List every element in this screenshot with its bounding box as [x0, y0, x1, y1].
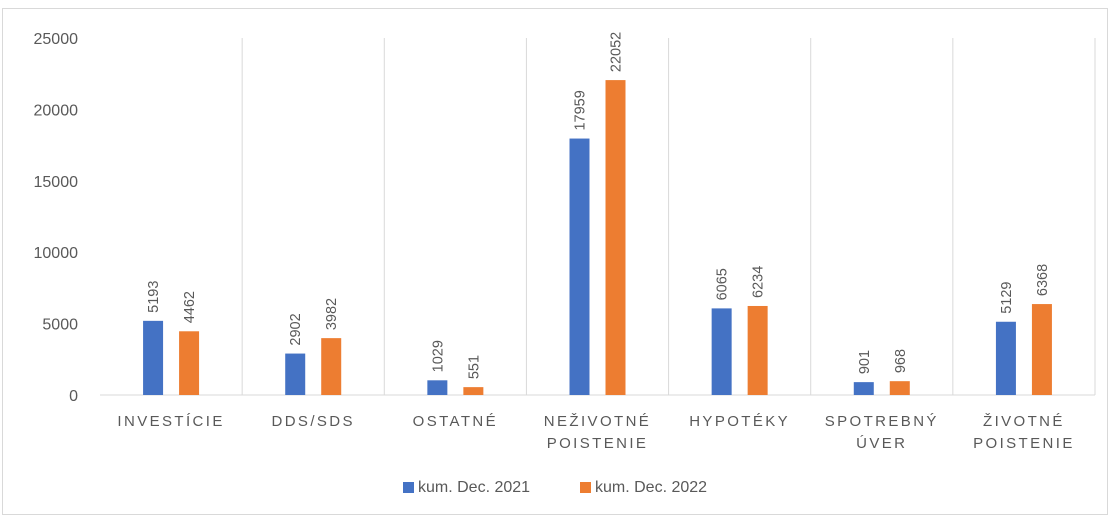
- y-tick-label: 20000: [34, 102, 79, 119]
- category-label: ÚVER: [856, 435, 907, 452]
- category-label: INVESTÍCIE: [117, 413, 224, 430]
- bar: [889, 381, 910, 395]
- bar: [179, 331, 200, 395]
- legend-label: kum. Dec. 2021: [418, 479, 530, 496]
- bar: [605, 80, 626, 395]
- data-label: 6368: [1035, 264, 1051, 296]
- data-label: 901: [857, 350, 873, 374]
- data-label: 22052: [609, 32, 625, 72]
- data-label: 3982: [324, 298, 340, 330]
- bar: [427, 380, 448, 395]
- bar: [853, 382, 874, 395]
- data-label: 2902: [288, 313, 304, 345]
- legend-swatch: [403, 482, 414, 493]
- category-label: POISTENIE: [547, 435, 649, 452]
- data-label: 6234: [751, 266, 767, 298]
- y-tick-label: 10000: [34, 245, 79, 262]
- data-label: 968: [893, 349, 909, 373]
- category-label: DDS/SDS: [271, 413, 354, 430]
- data-label: 17959: [573, 90, 589, 130]
- y-tick-label: 15000: [34, 174, 79, 191]
- data-label: 4462: [182, 291, 198, 323]
- bar: [143, 320, 164, 395]
- chart-frame: [2, 8, 1108, 515]
- category-label: SPOTREBNÝ: [825, 413, 939, 430]
- bar: [747, 305, 768, 395]
- bar: [285, 353, 306, 395]
- data-label: 5193: [146, 281, 162, 313]
- bar: [321, 338, 342, 395]
- y-tick-label: 5000: [42, 317, 78, 334]
- legend-swatch: [580, 482, 591, 493]
- data-label: 6065: [715, 268, 731, 300]
- bar: [463, 387, 484, 395]
- y-tick-label: 0: [69, 388, 78, 405]
- category-label: POISTENIE: [973, 435, 1075, 452]
- data-label: 5129: [999, 281, 1015, 313]
- y-tick-label: 25000: [34, 31, 79, 48]
- data-label: 1029: [430, 340, 446, 372]
- legend-label: kum. Dec. 2022: [595, 479, 707, 496]
- category-label: HYPOTÉKY: [689, 413, 790, 430]
- category-label: NEŽIVOTNÉ: [544, 413, 651, 430]
- bar: [1031, 304, 1052, 395]
- category-label: ŽIVOTNÉ: [983, 413, 1065, 430]
- category-label: OSTATNÉ: [413, 413, 498, 430]
- bar: [995, 321, 1016, 395]
- bar: [569, 138, 590, 396]
- bar: [711, 308, 732, 395]
- data-label: 551: [466, 355, 482, 379]
